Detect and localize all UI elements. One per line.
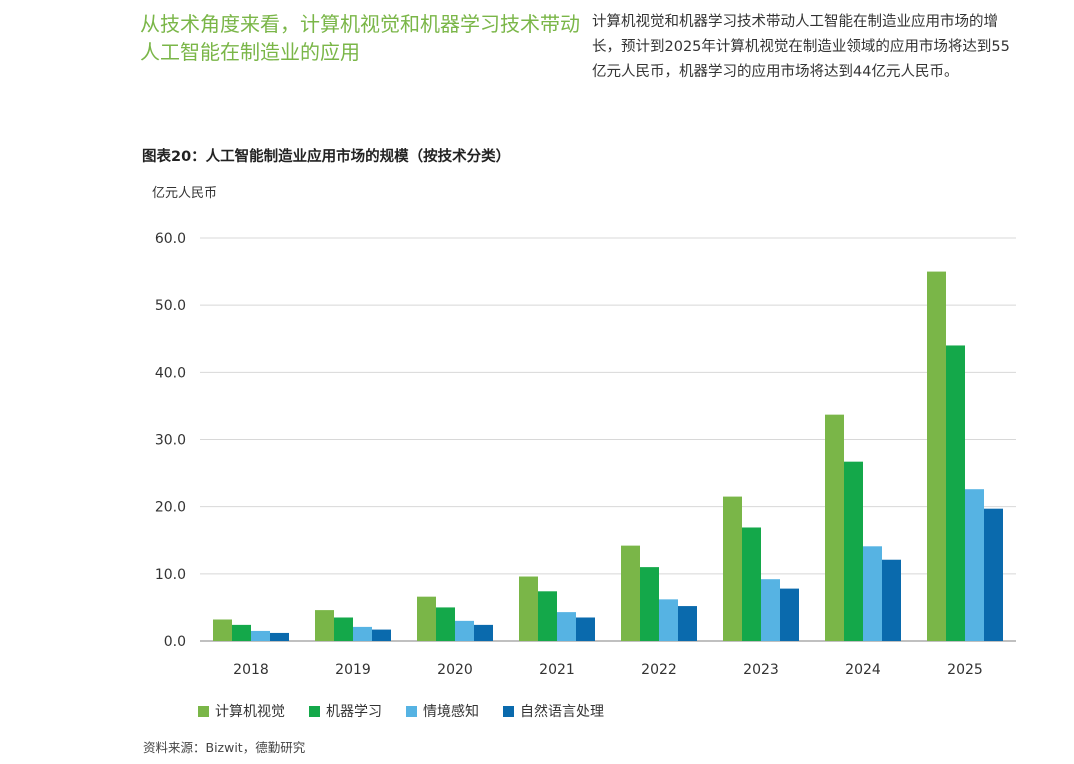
bar (334, 617, 353, 641)
x-tick-label: 2025 (947, 662, 983, 678)
legend-item-computer-vision: 计算机视觉 (198, 701, 285, 721)
bar (213, 619, 232, 641)
x-tick-label: 2022 (641, 662, 677, 678)
bar (927, 271, 946, 641)
y-tick-label: 40.0 (155, 365, 186, 381)
legend-swatch (198, 705, 209, 717)
source-note: 资料来源：Bizwit，德勤研究 (143, 740, 306, 755)
bar (519, 576, 538, 641)
legend-label: 计算机视觉 (215, 704, 285, 720)
legend-item-machine-learning: 机器学习 (309, 701, 382, 721)
legend-swatch (503, 705, 514, 717)
bar (965, 489, 984, 641)
bar (678, 606, 697, 641)
bar (455, 620, 474, 641)
bar (557, 612, 576, 641)
y-tick-label: 60.0 (155, 231, 186, 247)
legend-label: 情境感知 (423, 704, 479, 720)
y-tick-label: 20.0 (155, 500, 186, 516)
bar (780, 588, 799, 641)
bar (882, 559, 901, 641)
bar (761, 579, 780, 641)
legend-label: 机器学习 (326, 704, 382, 720)
bar (659, 599, 678, 641)
legend-swatch (406, 705, 417, 717)
bar (844, 461, 863, 641)
x-tick-label: 2020 (437, 662, 473, 678)
bar (742, 527, 761, 641)
figure-title: 图表20：人工智能制造业应用市场的规模（按技术分类） (142, 149, 511, 165)
bar (315, 610, 334, 641)
intro-paragraph: 计算机视觉和机器学习技术带动人工智能在制造业应用市场的增长，预计到2025年计算… (592, 14, 1010, 80)
bar (621, 545, 640, 641)
bar (984, 508, 1003, 641)
y-tick-label: 50.0 (155, 298, 186, 314)
legend-label: 自然语言处理 (520, 704, 604, 720)
bar (353, 626, 372, 641)
bar (863, 546, 882, 641)
bar (474, 624, 493, 641)
bar-chart: 0.0 10.0 20.0 30.0 40.0 50.0 60.0 2018 2019 2020 2… (155, 231, 1016, 678)
bar (417, 596, 436, 641)
legend-swatch (309, 705, 320, 717)
headline: 从技术角度来看，计算机视觉和机器学习技术带动人工智能在制造业的应用 (140, 12, 580, 64)
bar (251, 630, 270, 641)
chart-legend: 计算机视觉 机器学习 情境感知 自然语言处理 (198, 700, 604, 722)
bar (372, 629, 391, 641)
x-tick-label: 2023 (743, 662, 779, 678)
bar (825, 414, 844, 641)
x-tick-label: 2019 (335, 662, 371, 678)
bar (946, 345, 965, 641)
bar (538, 591, 557, 641)
bar (270, 632, 289, 641)
x-tick-label: 2021 (539, 662, 575, 678)
y-tick-label: 0.0 (164, 634, 186, 650)
bar (232, 624, 251, 641)
bar (723, 496, 742, 641)
x-tick-label: 2024 (845, 662, 881, 678)
legend-item-nlp: 自然语言处理 (503, 701, 604, 721)
x-tick-label: 2018 (233, 662, 269, 678)
y-tick-label: 10.0 (155, 567, 186, 583)
bar (576, 617, 595, 641)
y-axis-unit-label: 亿元人民币 (152, 186, 218, 201)
bar (436, 607, 455, 641)
y-tick-label: 30.0 (155, 433, 186, 449)
legend-item-context-awareness: 情境感知 (406, 701, 479, 721)
bar (640, 567, 659, 641)
